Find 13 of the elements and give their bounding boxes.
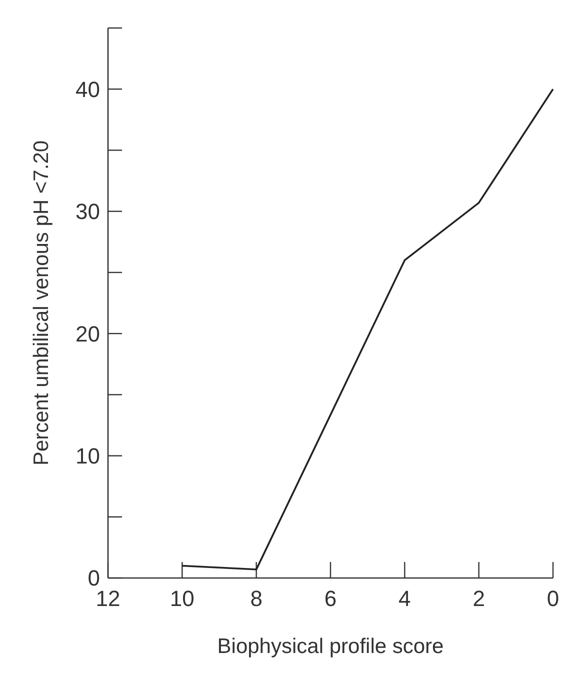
x-tick-label: 0 — [546, 586, 560, 611]
y-axis-title: Percent umbilical venous pH <7.20 — [30, 140, 53, 466]
y-tick-label: 10 — [76, 443, 100, 468]
x-tick-label: 2 — [472, 586, 485, 611]
y-tick-label: 20 — [76, 321, 100, 346]
line-series — [181, 88, 554, 570]
y-tick-label: 30 — [76, 199, 100, 224]
y-tick-label: 40 — [76, 76, 100, 102]
x-tick-label: 8 — [250, 586, 262, 611]
x-axis-title: Biophysical profile score — [217, 635, 444, 658]
x-tick-label: 10 — [170, 586, 194, 611]
x-tick-label: 6 — [324, 586, 337, 611]
x-tick-label: 4 — [398, 586, 411, 611]
